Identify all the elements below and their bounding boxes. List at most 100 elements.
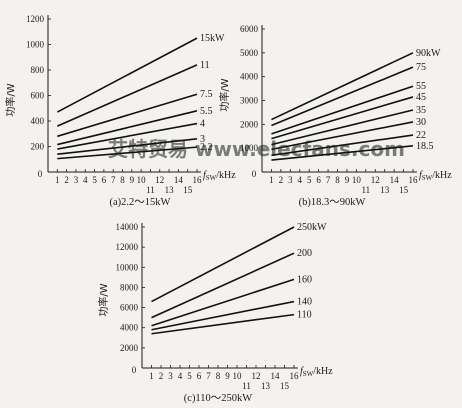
- series-line: [271, 121, 414, 151]
- y-tick-label: 1000: [240, 143, 259, 153]
- x-tick-label: 9: [225, 371, 230, 381]
- x-tick-label: 3: [288, 175, 293, 185]
- series-label: 18.5: [416, 141, 434, 152]
- series-line: [271, 109, 414, 146]
- series-label: 5.5: [200, 106, 213, 117]
- origin-label: 0: [132, 365, 137, 375]
- series-label: 90kW: [416, 48, 441, 59]
- series-line: [56, 37, 198, 113]
- x-tick-label: 4: [83, 175, 88, 185]
- y-tick-label: 1200: [26, 14, 45, 24]
- y-tick-label: 1000: [26, 40, 45, 50]
- x-tick-label-lower: 13: [165, 185, 175, 195]
- chart-caption: (a)2.2～15kW: [110, 197, 171, 208]
- y-tick-label: 600: [31, 91, 45, 101]
- series-label: 30: [416, 117, 426, 128]
- x-tick-label-lower: 11: [242, 381, 251, 391]
- origin-label: 0: [38, 169, 43, 179]
- series-line: [57, 110, 198, 146]
- series-label: 110: [297, 310, 312, 321]
- x-tick-label-lower: 13: [261, 381, 271, 391]
- watermark-text: 艾特贸易 www.elecfans.com: [108, 137, 405, 161]
- x-tick-label: 16: [290, 371, 300, 381]
- x-tick-label-lower: 15: [183, 185, 193, 195]
- x-tick-label: 4: [178, 371, 183, 381]
- series-label: 35: [416, 105, 426, 116]
- x-tick-label: 3: [168, 371, 173, 381]
- x-tick-label: 7: [326, 175, 331, 185]
- origin-label: 0: [252, 169, 257, 179]
- y-tick-label: 3000: [240, 96, 259, 106]
- x-tick-label: 9: [130, 175, 135, 185]
- x-tick-label: 12: [252, 371, 261, 381]
- chart-caption: (b)18.3～90kW: [299, 197, 366, 208]
- x-axis-label: fSW/kHz: [300, 366, 333, 378]
- x-tick-label: 1: [55, 175, 60, 185]
- y-tick-label: 6000: [120, 303, 139, 313]
- y-tick-label: 6000: [240, 24, 259, 34]
- series-label: 7.5: [200, 89, 213, 100]
- y-tick-label: 4000: [120, 323, 139, 333]
- series-line: [56, 64, 198, 127]
- series-label: 11: [200, 60, 210, 71]
- x-tick-label: 6: [316, 175, 321, 185]
- x-tick-label: 2: [64, 175, 69, 185]
- x-tick-label: 6: [102, 175, 107, 185]
- chart-caption: (c)110～250kW: [184, 393, 253, 404]
- x-tick-label-lower: 15: [280, 381, 290, 391]
- x-tick-label: 5: [307, 175, 312, 185]
- x-tick-label: 10: [352, 175, 362, 185]
- x-tick-label: 2: [159, 371, 164, 381]
- x-tick-label: 1: [149, 371, 154, 381]
- series-label: 75: [416, 62, 426, 73]
- y-axis-label: 功率/W: [218, 78, 231, 111]
- x-tick-label: 5: [92, 175, 97, 185]
- x-axis-label: fSW/kHz: [203, 170, 236, 182]
- series-label: 45: [416, 92, 426, 103]
- series-line: [57, 122, 198, 150]
- y-axis-label: 功率/W: [4, 83, 17, 116]
- x-tick-label: 7: [111, 175, 116, 185]
- y-axis-label: 功率/W: [97, 283, 110, 316]
- y-tick-label: 2000: [240, 119, 259, 129]
- x-tick-label: 7: [206, 371, 211, 381]
- x-tick-label: 8: [120, 175, 125, 185]
- x-tick-label-lower: 15: [399, 185, 409, 195]
- y-tick-label: 800: [31, 65, 45, 75]
- y-tick-label: 2000: [120, 343, 139, 353]
- y-tick-label: 4000: [240, 72, 259, 82]
- series-label: 2.2: [200, 142, 213, 153]
- x-tick-label: 14: [390, 175, 400, 185]
- series-line: [57, 146, 198, 160]
- series-line: [151, 300, 295, 331]
- series-line: [151, 226, 295, 303]
- series-line: [151, 313, 295, 335]
- series-label: 3: [200, 134, 205, 145]
- x-tick-label: 4: [298, 175, 303, 185]
- x-tick-label: 1: [269, 175, 274, 185]
- y-tick-label: 5000: [240, 48, 259, 58]
- x-tick-label-lower: 13: [380, 185, 390, 195]
- series-line: [57, 93, 198, 138]
- x-tick-label-lower: 11: [146, 185, 155, 195]
- y-tick-label: 200: [31, 142, 45, 152]
- x-tick-label-lower: 11: [361, 185, 370, 195]
- x-tick-label: 8: [335, 175, 340, 185]
- x-tick-label: 8: [216, 371, 221, 381]
- series-label: 200: [297, 248, 312, 259]
- series-label: 55: [416, 81, 426, 92]
- y-tick-label: 400: [31, 116, 45, 126]
- x-axis-label: fSW/kHz: [419, 170, 452, 182]
- series-line: [151, 252, 295, 319]
- x-tick-label: 3: [74, 175, 79, 185]
- series-line: [271, 52, 414, 121]
- series-line: [271, 134, 414, 157]
- series-line: [271, 85, 414, 135]
- x-tick-label: 12: [371, 175, 380, 185]
- x-tick-label: 2: [279, 175, 284, 185]
- x-tick-label: 9: [345, 175, 350, 185]
- series-line: [57, 138, 198, 155]
